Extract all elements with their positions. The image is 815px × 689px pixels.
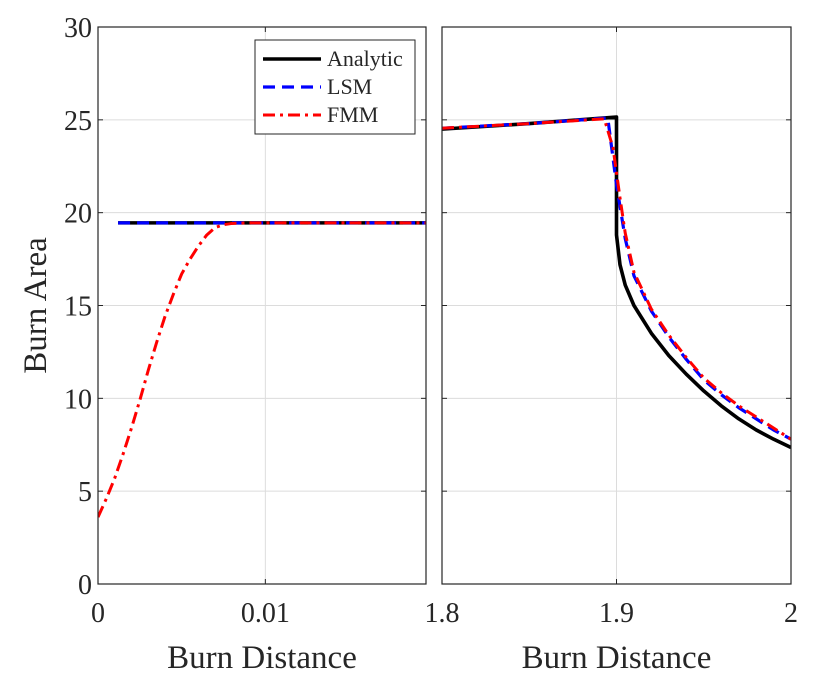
- legend-label-analytic: Analytic: [327, 46, 403, 71]
- y-tick-label: 0: [78, 570, 92, 601]
- x-tick-label: 0: [91, 598, 105, 629]
- series-group: [442, 115, 791, 450]
- y-axis-label: Burn Area: [18, 237, 54, 374]
- chart-panels: 0 0.01 0 5 10 15 20 25 30 Burn Distance Burn Area A…: [18, 13, 798, 676]
- panel-2: 1.8 1.9 2 Burn Distance: [425, 26, 798, 676]
- y-tick-label: 5: [78, 477, 92, 508]
- x-tick-label: 2: [784, 598, 798, 629]
- y-tick-label: 25: [64, 106, 92, 137]
- x-axis-label: Burn Distance: [167, 640, 357, 676]
- legend-label-lsm: LSM: [327, 74, 372, 99]
- legend: Analytic LSM FMM: [254, 39, 416, 135]
- series-line-analytic: [442, 115, 791, 450]
- series-line-fmm: [442, 117, 791, 441]
- y-tick-label: 10: [64, 384, 92, 415]
- x-tick-label: 1.8: [425, 598, 460, 629]
- series-line-fmm: [98, 221, 426, 518]
- y-tick-label: 20: [64, 199, 92, 230]
- y-tick-label: 15: [64, 292, 92, 323]
- y-tick-label: 30: [64, 13, 92, 44]
- x-tick-label: 1.9: [599, 598, 634, 629]
- panel-1: 0 0.01 0 5 10 15 20 25 30 Burn Distance Burn Area A…: [18, 13, 427, 676]
- legend-box: [254, 39, 416, 135]
- x-axis-label: Burn Distance: [522, 640, 712, 676]
- x-tick-label: 0.01: [241, 598, 290, 629]
- legend-label-fmm: FMM: [327, 102, 378, 127]
- series-group: [98, 221, 426, 518]
